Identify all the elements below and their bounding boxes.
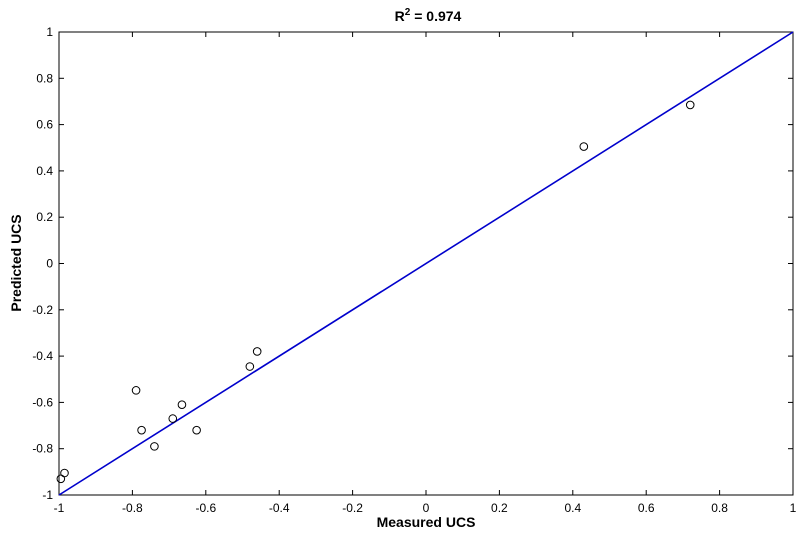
data-point (177, 400, 187, 410)
data-point (192, 425, 201, 435)
title-main: R (395, 8, 405, 24)
x-tick-label: -0.4 (269, 501, 290, 515)
data-point (252, 347, 262, 356)
y-tick-label: -0.6 (32, 395, 53, 409)
points-layer (56, 100, 695, 484)
x-tick-label: -0.2 (342, 501, 363, 515)
x-tick-label: 0.8 (711, 501, 728, 515)
x-tick-label: 0.2 (491, 501, 508, 515)
y-tick-label: 0.8 (36, 71, 53, 85)
y-tick-label: -0.8 (32, 442, 53, 456)
x-tick-label: -1 (54, 501, 65, 515)
data-point (137, 425, 146, 435)
x-tick-label: 0.6 (638, 501, 655, 515)
data-point (60, 468, 69, 478)
data-point (245, 362, 255, 371)
y-tick-label: 0 (46, 257, 53, 271)
y-axis-label: Predicted UCS (8, 214, 24, 311)
data-point (168, 414, 178, 423)
y-tick-label: 0.2 (36, 210, 53, 224)
data-point (685, 100, 695, 110)
fit-line-layer (58, 31, 794, 496)
y-tick-label: -0.4 (32, 349, 53, 363)
x-tick-label: 0.4 (564, 501, 581, 515)
fit-line (58, 31, 794, 496)
data-point (579, 142, 589, 151)
y-tick-label: 1 (46, 25, 53, 39)
svg-text:R2 = 0.974: R2 = 0.974 (395, 7, 462, 24)
title-superscript: 2 (405, 7, 411, 18)
y-tick-label: -0.2 (32, 303, 53, 317)
x-tick-label: 0 (423, 501, 430, 515)
title-value: = 0.974 (410, 8, 461, 24)
y-tick-label: 0.4 (36, 164, 53, 178)
y-tick-label: 0.6 (36, 118, 53, 132)
y-tick-label: -1 (42, 488, 53, 502)
data-point (150, 442, 159, 451)
tick-layer: -1 -0.8 -0.6 -0.4 -0.2 0 0.2 0.4 0.6 0.8 1 -1 -0.8 -0… (32, 25, 796, 515)
data-point (131, 386, 141, 395)
x-tick-label: -0.6 (195, 501, 216, 515)
x-tick-label: 1 (790, 501, 797, 515)
chart-title: R2 = 0.974 (395, 7, 462, 24)
x-tick-label: -0.8 (122, 501, 143, 515)
x-axis-label: Measured UCS (377, 514, 476, 530)
